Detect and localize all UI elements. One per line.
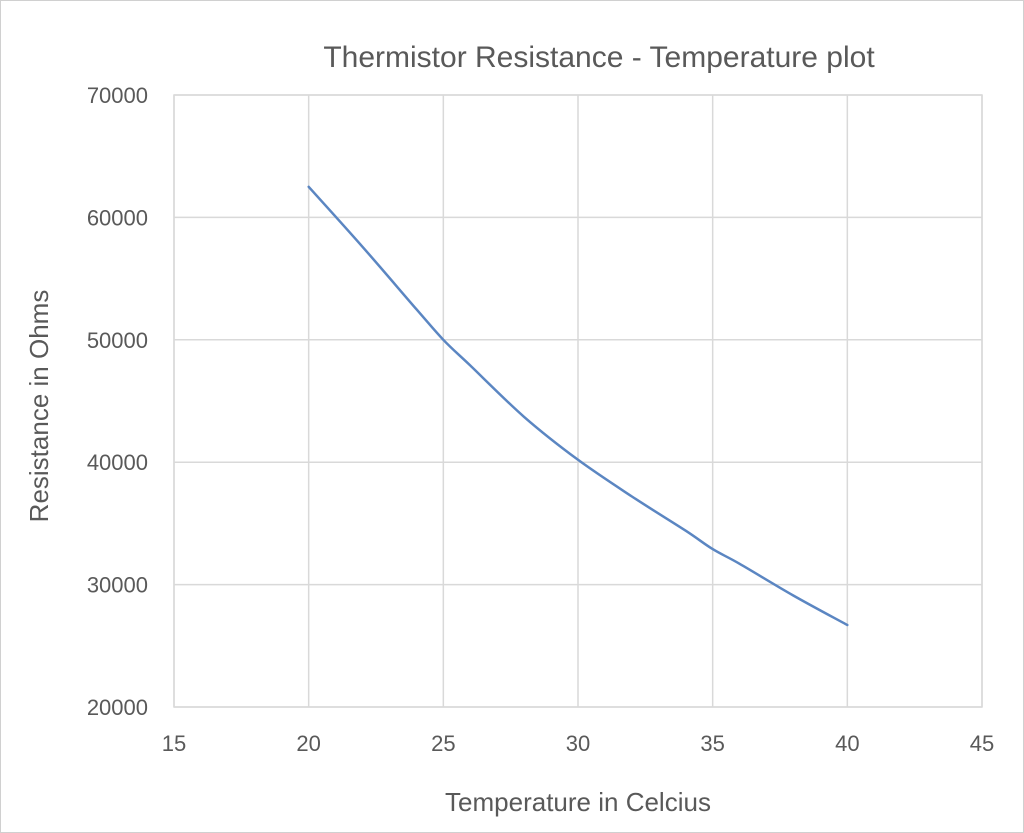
y-axis-label: Resistance in Ohms	[24, 290, 54, 523]
x-tick-label: 40	[835, 731, 859, 756]
x-tick-label: 45	[970, 731, 994, 756]
x-axis-ticks: 15 20 25 30 35 40 45	[162, 731, 994, 756]
x-tick-label: 15	[162, 731, 186, 756]
y-axis-ticks: 20000 30000 40000 50000 60000 70000	[87, 83, 148, 720]
x-tick-label: 35	[700, 731, 724, 756]
grid-lines	[173, 94, 983, 708]
y-tick-label: 50000	[87, 328, 148, 353]
x-tick-label: 30	[566, 731, 590, 756]
y-tick-label: 40000	[87, 450, 148, 475]
x-tick-label: 20	[296, 731, 320, 756]
y-tick-label: 70000	[87, 83, 148, 108]
chart-title: Thermistor Resistance - Temperature plot	[323, 41, 875, 74]
series-line-resistance	[307, 185, 849, 627]
y-tick-label: 20000	[87, 695, 148, 720]
series-layer	[307, 185, 849, 627]
y-tick-label: 60000	[87, 205, 148, 230]
x-axis-label: Temperature in Celcius	[445, 787, 711, 817]
y-tick-label: 30000	[87, 573, 148, 598]
plot-area	[173, 94, 983, 708]
x-tick-label: 25	[431, 731, 455, 756]
